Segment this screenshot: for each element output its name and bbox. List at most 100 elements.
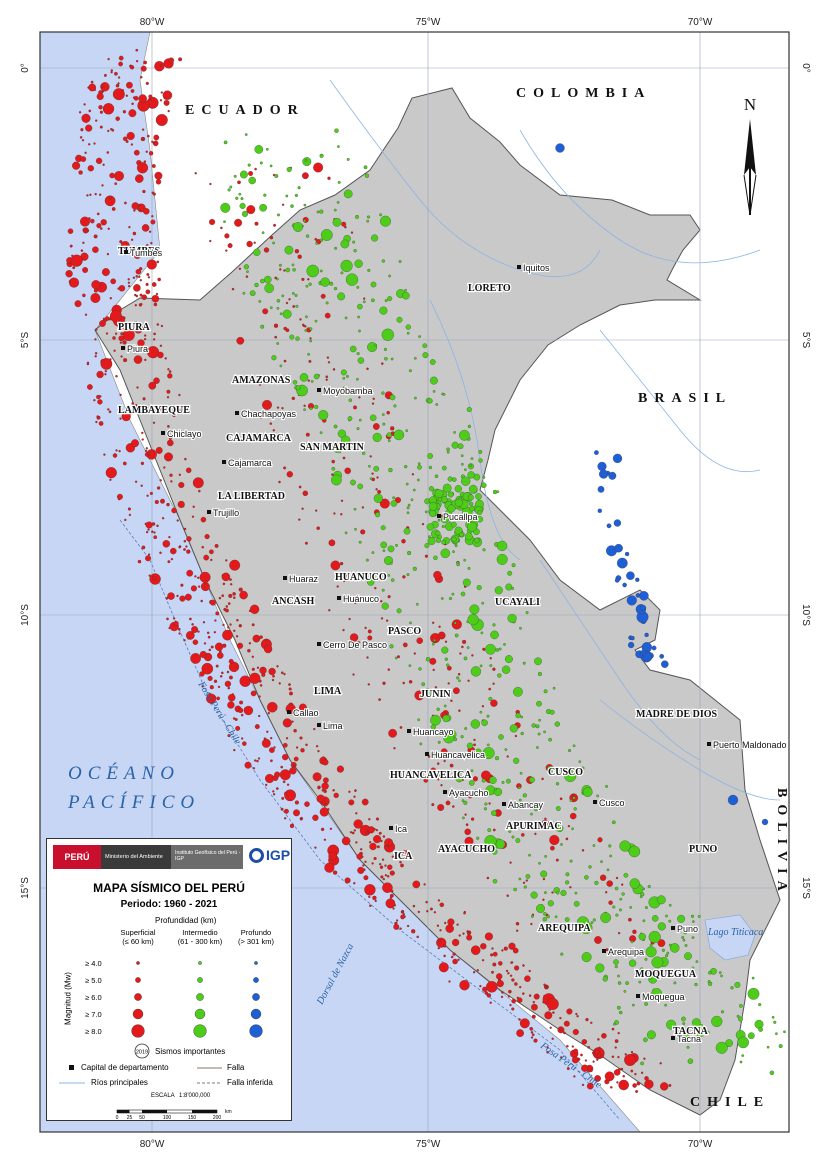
seismic-event	[564, 769, 577, 782]
seismic-event	[374, 586, 377, 590]
seismic-event	[507, 570, 513, 576]
seismic-event	[368, 895, 371, 899]
seismic-event	[229, 185, 233, 189]
seismic-event	[131, 402, 134, 405]
seismic-event	[266, 730, 269, 733]
seismic-event	[496, 553, 508, 565]
seismic-event	[130, 89, 135, 93]
seismic-event	[681, 1016, 686, 1022]
seismic-event	[363, 875, 369, 881]
seismic-event	[640, 1071, 644, 1074]
seismic-event	[522, 793, 527, 798]
seismic-event	[122, 110, 127, 114]
seismic-event	[217, 652, 224, 659]
seismic-event	[687, 1058, 694, 1064]
seismic-event	[135, 174, 144, 183]
seismic-event	[353, 882, 356, 885]
seismic-event	[247, 648, 251, 653]
seismic-event	[121, 412, 131, 422]
seismic-event	[386, 875, 390, 878]
seismic-event	[119, 341, 123, 344]
seismic-event	[504, 748, 508, 751]
seismic-event	[458, 709, 461, 712]
seismic-event	[664, 1003, 667, 1007]
seismic-event	[556, 891, 560, 895]
seismic-event	[270, 759, 273, 763]
seismic-event	[525, 874, 531, 879]
seismic-event	[353, 829, 356, 832]
seismic-event	[367, 342, 378, 353]
seismic-event	[350, 479, 356, 486]
legend-title: MAPA SÍSMICO DEL PERÚ	[93, 881, 245, 895]
legend-symbols: 2019 0 25 50 100 150 200 km	[59, 961, 263, 1121]
seismic-event	[248, 609, 252, 613]
seismic-event	[346, 157, 350, 161]
seismic-event	[581, 849, 585, 852]
seismic-event	[137, 559, 142, 564]
seismic-event	[222, 582, 226, 586]
seismic-event	[608, 471, 617, 480]
seismic-event	[608, 900, 613, 905]
seismic-event	[135, 275, 139, 278]
seismic-event	[90, 293, 101, 303]
seismic-event	[323, 838, 327, 841]
seismic-event	[528, 822, 532, 826]
seismic-event	[107, 57, 110, 61]
seismic-event	[74, 300, 82, 308]
seismic-event	[333, 286, 338, 291]
seismic-event	[659, 653, 665, 659]
seismic-event	[162, 540, 171, 548]
seismic-event	[200, 516, 207, 523]
seismic-event	[406, 506, 410, 510]
seismic-event	[507, 613, 517, 623]
seismic-event	[133, 251, 142, 259]
seismic-event	[119, 417, 122, 420]
seismic-event	[135, 404, 138, 407]
seismic-event	[559, 1016, 562, 1020]
seismic-event	[88, 109, 92, 113]
seismic-event	[213, 679, 218, 683]
seismic-event	[167, 560, 171, 564]
seismic-event	[559, 797, 563, 801]
seismic-event	[119, 393, 122, 397]
seismic-event	[522, 992, 525, 995]
seismic-event	[692, 920, 695, 923]
seismic-event	[96, 394, 101, 400]
legend-circle	[250, 1008, 262, 1020]
seismic-event	[131, 102, 134, 106]
capital-marker	[235, 411, 239, 415]
seismic-event	[228, 661, 240, 673]
capital-marker	[593, 800, 597, 804]
seismic-event	[467, 494, 474, 501]
seismic-event	[594, 1049, 600, 1055]
seismic-event	[447, 918, 455, 926]
seismic-event	[402, 575, 406, 579]
seismic-event	[628, 917, 632, 922]
seismic-event	[708, 970, 712, 975]
seismic-event	[104, 370, 107, 373]
seismic-event	[281, 407, 284, 410]
seismic-event	[269, 235, 274, 240]
seismic-event	[314, 404, 319, 409]
seismic-event	[293, 222, 303, 232]
seismic-event	[390, 357, 394, 361]
seismic-event	[478, 449, 483, 454]
seismic-event	[531, 1003, 538, 1011]
seismic-event	[447, 682, 450, 685]
seismic-event	[201, 545, 204, 549]
seismic-event	[725, 1039, 733, 1047]
seismic-event	[615, 876, 619, 880]
capital-marker	[517, 265, 521, 269]
seismic-event	[386, 619, 389, 622]
seismic-event	[308, 282, 312, 286]
seismic-event	[484, 835, 497, 848]
seismic-event	[441, 539, 446, 545]
seismic-event	[329, 281, 334, 286]
seismic-event	[159, 551, 162, 555]
seismic-event	[153, 302, 158, 307]
seismic-event	[143, 160, 147, 163]
seismic-event	[417, 478, 420, 482]
seismic-event	[619, 840, 631, 852]
seismic-event	[464, 813, 467, 816]
seismic-event	[144, 334, 147, 337]
